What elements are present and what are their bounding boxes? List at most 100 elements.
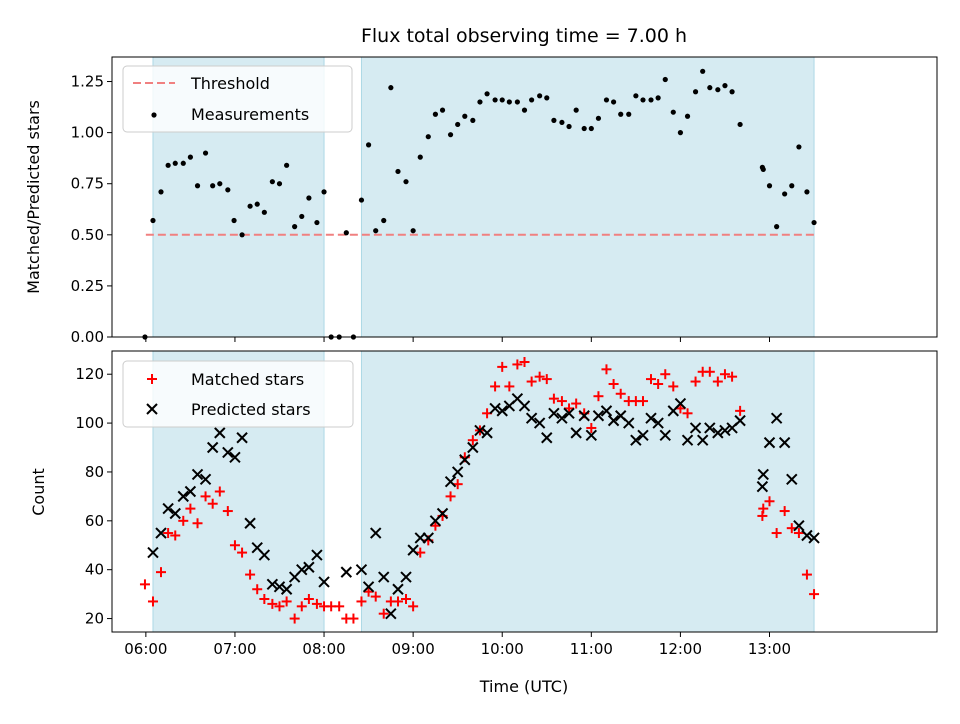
measurement-point xyxy=(588,125,594,132)
legend-matched-swatch xyxy=(147,374,157,384)
legend-measurements-label: Measurements xyxy=(191,105,309,124)
x-stroke xyxy=(645,412,657,424)
predicted-star-point xyxy=(296,563,308,576)
matched-star-point xyxy=(556,396,567,407)
predicted-star-point xyxy=(637,429,649,442)
matched-star-point xyxy=(526,376,537,387)
x-stroke xyxy=(236,432,248,444)
measurement-point xyxy=(292,224,298,230)
measurement-point xyxy=(321,189,327,195)
matched-star-point xyxy=(408,601,419,612)
bottom-x-axis: 06:00 07:00 08:00 09:00 10:00 11:00 12:00 13:00 xyxy=(124,632,791,658)
x-stroke xyxy=(778,436,791,449)
top-axes-frame xyxy=(111,56,938,338)
matched-star-point xyxy=(548,393,559,404)
measurement-point xyxy=(537,93,543,99)
x-stroke xyxy=(214,427,226,439)
x-stroke xyxy=(199,473,212,485)
x-stroke xyxy=(770,412,783,424)
chart-title: Flux total observing time = 7.00 h xyxy=(361,25,687,47)
matched-star-point xyxy=(363,586,374,597)
x-stroke xyxy=(786,473,798,485)
x-stroke xyxy=(585,429,598,442)
matched-star-point xyxy=(512,359,523,370)
bottom-plot-area xyxy=(139,356,820,624)
predicted-star-point xyxy=(459,454,471,466)
x-stroke xyxy=(184,485,197,498)
predicted-star-point xyxy=(563,407,575,420)
observing-window-shading xyxy=(152,351,815,632)
measurement-point xyxy=(247,203,253,209)
measurement-point xyxy=(700,68,706,74)
predicted-star-point xyxy=(436,507,449,520)
x-stroke xyxy=(459,454,471,466)
matched-star-point xyxy=(660,369,671,380)
predicted-star-point xyxy=(541,432,553,444)
x-tick-label: 06:00 xyxy=(124,640,167,658)
predicted-star-point xyxy=(451,466,464,478)
predicted-star-point xyxy=(392,583,404,595)
measurement-point xyxy=(529,97,535,103)
measurement-point xyxy=(261,209,267,215)
predicted-star-point xyxy=(355,563,368,576)
predicted-star-point xyxy=(244,517,256,529)
predicted-star-point xyxy=(467,441,479,454)
x-stroke xyxy=(474,424,486,437)
predicted-star-point xyxy=(340,566,353,578)
predicted-star-point xyxy=(808,532,820,544)
measurement-point xyxy=(506,99,512,105)
x-stroke xyxy=(280,583,293,595)
x-stroke xyxy=(674,397,687,410)
x-stroke xyxy=(422,532,434,544)
predicted-star-point xyxy=(712,427,724,439)
x-stroke xyxy=(541,432,553,444)
predicted-star-point xyxy=(570,427,582,439)
measurement-point xyxy=(314,219,320,226)
matched-star-point xyxy=(504,381,515,392)
x-stroke xyxy=(155,527,167,539)
bottom-legend: Matched stars Predicted stars xyxy=(122,360,354,428)
predicted-star-point xyxy=(444,476,457,488)
measurement-point xyxy=(477,99,483,105)
y-tick-label: 80 xyxy=(85,463,104,481)
measurement-point xyxy=(559,119,565,126)
predicted-star-point xyxy=(533,417,546,429)
measurement-point xyxy=(603,97,610,103)
measurement-point xyxy=(217,181,223,187)
matched-star-point xyxy=(758,503,769,514)
predicted-star-point xyxy=(236,432,248,444)
matched-star-point xyxy=(267,598,278,609)
measurement-point xyxy=(225,187,231,193)
predicted-star-point xyxy=(689,422,702,434)
predicted-star-point xyxy=(169,507,181,520)
x-stroke xyxy=(704,422,716,434)
top-x-axis xyxy=(145,337,771,342)
x-stroke xyxy=(355,563,368,576)
measurement-point xyxy=(766,183,773,189)
predicted-star-point xyxy=(407,544,419,556)
x-stroke xyxy=(578,410,590,422)
x-stroke xyxy=(251,541,263,554)
matched-star-point xyxy=(793,528,804,539)
x-tick-label: 08:00 xyxy=(302,640,345,658)
x-stroke xyxy=(378,571,390,583)
predicted-star-point xyxy=(681,434,694,446)
matched-star-point xyxy=(586,422,597,433)
measurement-point xyxy=(760,166,766,173)
x-stroke xyxy=(258,549,271,561)
measurement-point xyxy=(492,97,498,103)
measurement-point xyxy=(499,97,505,103)
measurement-point xyxy=(180,160,186,166)
matched-star-point xyxy=(637,396,648,407)
x-stroke xyxy=(303,561,315,573)
predicted-star-point xyxy=(155,527,167,539)
x-tick-label: 13:00 xyxy=(748,640,791,658)
matched-star-point xyxy=(445,491,456,502)
matched-star-point xyxy=(237,547,248,558)
x-stroke xyxy=(600,405,613,417)
measurement-point xyxy=(484,91,490,97)
predicted-star-point xyxy=(623,417,635,429)
measurement-point xyxy=(789,183,795,189)
x-stroke xyxy=(451,466,464,478)
